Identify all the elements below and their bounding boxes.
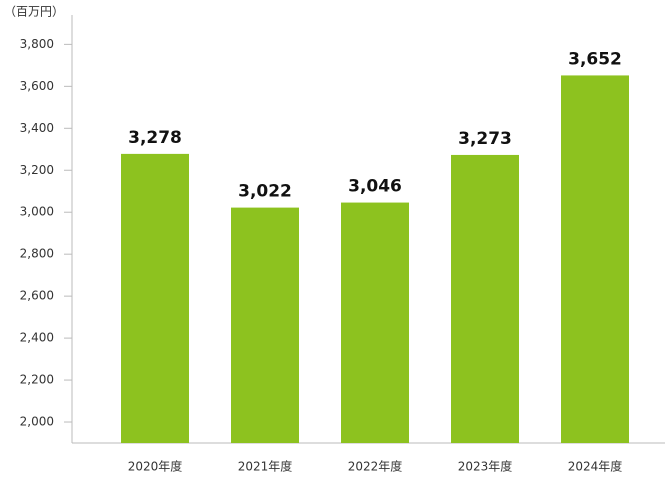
y-axis-label: （百万円） bbox=[4, 5, 64, 19]
bar bbox=[561, 75, 629, 444]
x-tick-label: 2020年度 bbox=[128, 459, 183, 474]
value-label: 3,273 bbox=[458, 129, 512, 149]
value-label: 3,278 bbox=[128, 128, 182, 148]
y-tick-label: 2,800 bbox=[20, 247, 54, 261]
y-tick-label: 2,000 bbox=[20, 415, 54, 429]
x-tick-label: 2022年度 bbox=[348, 459, 403, 474]
x-tick-label: 2024年度 bbox=[568, 459, 623, 474]
bar bbox=[121, 153, 189, 443]
y-tick-label: 3,000 bbox=[20, 205, 54, 219]
bar bbox=[341, 202, 409, 443]
value-label: 3,652 bbox=[568, 49, 622, 69]
y-tick-label: 2,200 bbox=[20, 373, 54, 387]
y-tick-label: 2,400 bbox=[20, 331, 54, 345]
y-tick-label: 3,800 bbox=[20, 37, 54, 51]
x-tick-label: 2023年度 bbox=[458, 459, 513, 474]
value-label: 3,046 bbox=[348, 177, 402, 197]
bar bbox=[231, 207, 299, 443]
y-tick-label: 3,200 bbox=[20, 163, 54, 177]
bar bbox=[451, 154, 519, 443]
y-tick-label: 3,600 bbox=[20, 79, 54, 93]
value-label: 3,022 bbox=[238, 182, 292, 202]
x-tick-label: 2021年度 bbox=[238, 459, 293, 474]
y-tick-label: 3,400 bbox=[20, 121, 54, 135]
y-tick-label: 2,600 bbox=[20, 289, 54, 303]
